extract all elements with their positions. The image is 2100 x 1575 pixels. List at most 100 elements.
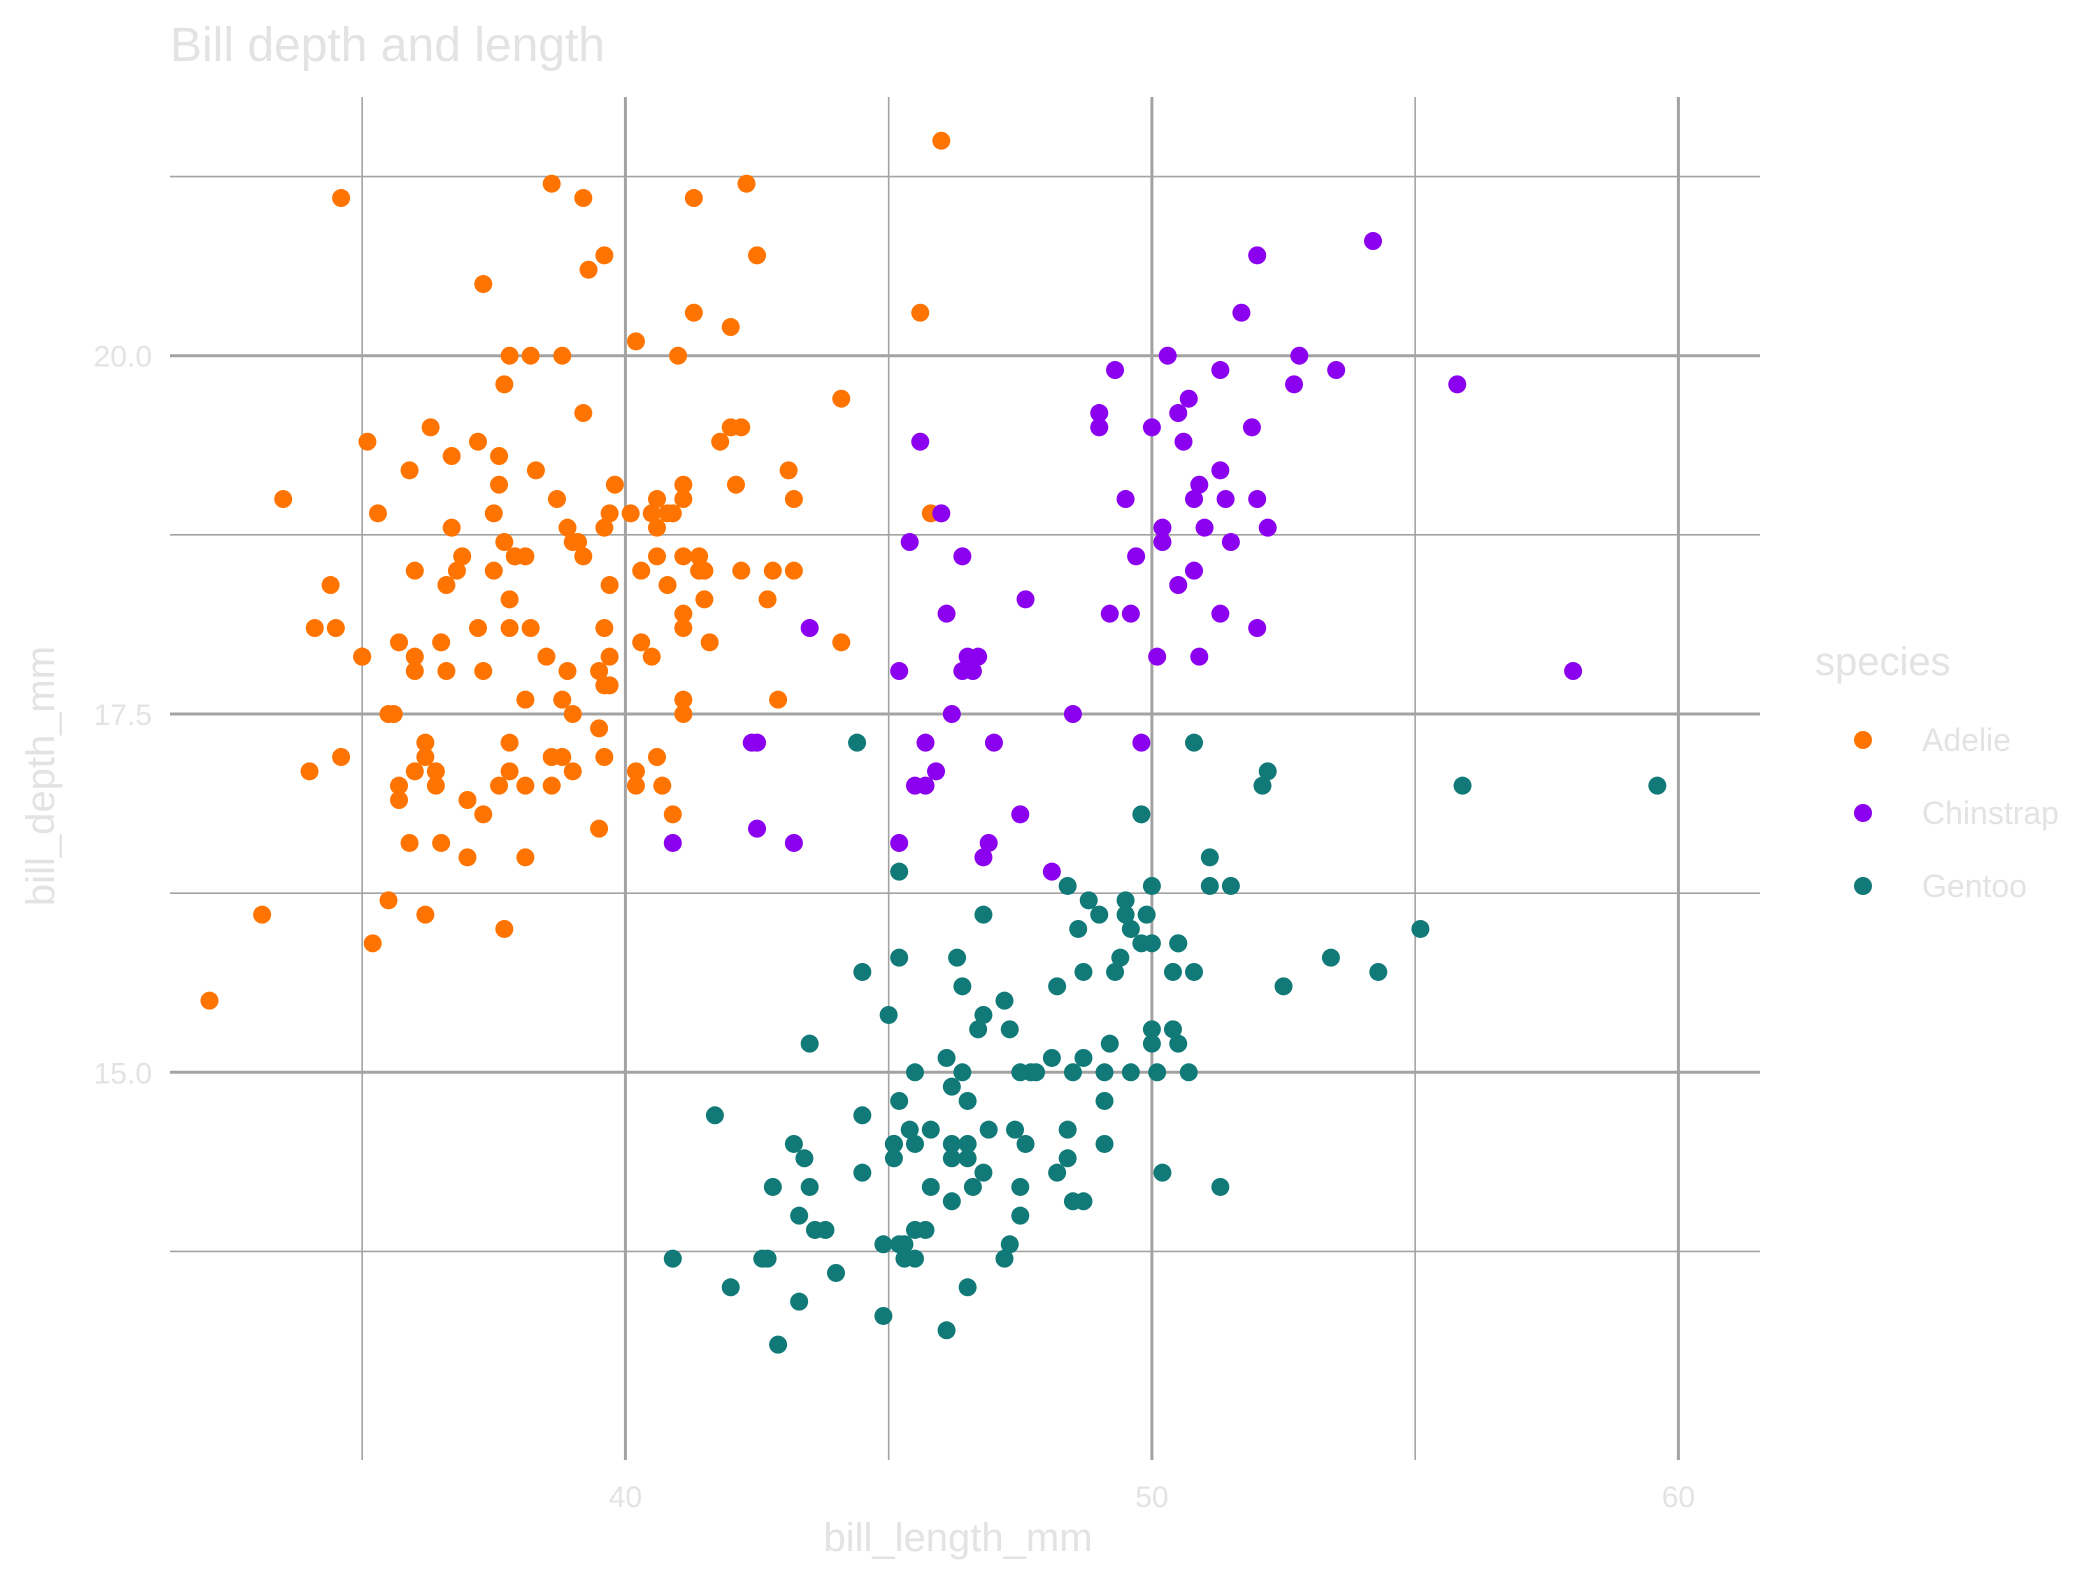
data-point bbox=[784, 1134, 803, 1153]
data-point bbox=[1095, 1063, 1114, 1082]
data-point bbox=[1274, 977, 1293, 996]
data-point bbox=[1148, 1063, 1167, 1082]
data-point bbox=[1074, 962, 1093, 981]
data-point bbox=[500, 590, 519, 609]
data-point bbox=[816, 1220, 835, 1239]
data-point bbox=[1011, 1063, 1030, 1082]
data-point bbox=[1153, 518, 1172, 537]
data-point bbox=[1179, 389, 1198, 408]
data-point bbox=[1190, 647, 1209, 666]
data-point bbox=[1321, 948, 1340, 967]
data-point bbox=[1137, 905, 1156, 924]
data-point bbox=[705, 1106, 724, 1125]
data-point bbox=[1127, 547, 1146, 566]
data-point bbox=[748, 819, 767, 838]
data-point bbox=[648, 518, 667, 537]
data-point bbox=[542, 748, 561, 767]
data-point bbox=[1116, 905, 1135, 924]
data-point bbox=[853, 1106, 872, 1125]
data-point bbox=[800, 1177, 819, 1196]
data-point bbox=[1648, 776, 1667, 795]
data-point bbox=[600, 647, 619, 666]
legend-label: Chinstrap bbox=[1922, 795, 2059, 831]
data-point bbox=[1090, 418, 1109, 437]
data-point bbox=[905, 1134, 924, 1153]
legend-title: species bbox=[1815, 640, 1951, 684]
data-point bbox=[690, 547, 709, 566]
data-point bbox=[790, 1292, 809, 1311]
data-point bbox=[711, 432, 730, 451]
data-point bbox=[1453, 776, 1472, 795]
data-point bbox=[500, 762, 519, 781]
data-point bbox=[563, 533, 582, 552]
data-point bbox=[648, 748, 667, 767]
data-point bbox=[495, 375, 514, 394]
data-point bbox=[574, 189, 593, 208]
data-point bbox=[1242, 418, 1261, 437]
data-point bbox=[1248, 490, 1267, 509]
data-point bbox=[468, 619, 487, 638]
data-point bbox=[832, 389, 851, 408]
x-tick-label: 50 bbox=[1135, 1481, 1168, 1514]
data-point bbox=[447, 561, 466, 580]
data-point bbox=[490, 475, 509, 494]
data-point bbox=[574, 547, 593, 566]
data-point bbox=[474, 275, 493, 294]
data-point bbox=[1232, 303, 1251, 322]
data-point bbox=[1185, 561, 1204, 580]
data-point bbox=[1121, 1063, 1140, 1082]
data-point bbox=[1063, 1063, 1082, 1082]
data-point bbox=[590, 819, 609, 838]
data-point bbox=[890, 862, 909, 881]
data-point bbox=[553, 346, 572, 365]
series-adelie bbox=[200, 131, 951, 1010]
data-point bbox=[684, 189, 703, 208]
data-point bbox=[379, 891, 398, 910]
data-point bbox=[790, 1206, 809, 1225]
data-point bbox=[474, 662, 493, 681]
data-point bbox=[368, 504, 387, 523]
data-point bbox=[1185, 733, 1204, 752]
legend-item-gentoo: Gentoo bbox=[1854, 868, 2027, 904]
data-point bbox=[521, 619, 540, 638]
data-point bbox=[1042, 1048, 1061, 1067]
data-point bbox=[542, 174, 561, 193]
data-point bbox=[626, 332, 645, 351]
x-tick-label: 60 bbox=[1662, 1481, 1695, 1514]
grid bbox=[170, 97, 1760, 1460]
data-point bbox=[516, 848, 535, 867]
data-point bbox=[405, 647, 424, 666]
data-point bbox=[1016, 590, 1035, 609]
data-point bbox=[890, 1091, 909, 1110]
data-point bbox=[890, 948, 909, 967]
data-point bbox=[1153, 1163, 1172, 1182]
data-point bbox=[848, 733, 867, 752]
data-point bbox=[700, 633, 719, 652]
data-point bbox=[1195, 518, 1214, 537]
data-point bbox=[595, 619, 614, 638]
data-point bbox=[1169, 404, 1188, 423]
data-point bbox=[416, 905, 435, 924]
data-point bbox=[695, 590, 714, 609]
data-point bbox=[579, 260, 598, 279]
data-point bbox=[974, 905, 993, 924]
data-point bbox=[363, 934, 382, 953]
data-point bbox=[890, 1235, 909, 1254]
data-point bbox=[763, 1177, 782, 1196]
data-point bbox=[932, 504, 951, 523]
data-point bbox=[590, 662, 609, 681]
data-point bbox=[390, 790, 409, 809]
data-point bbox=[995, 991, 1014, 1010]
data-point bbox=[490, 776, 509, 795]
data-point bbox=[442, 447, 461, 466]
data-point bbox=[1169, 1034, 1188, 1053]
data-point bbox=[1174, 432, 1193, 451]
data-point bbox=[963, 1177, 982, 1196]
data-point bbox=[200, 991, 219, 1010]
data-point bbox=[1185, 490, 1204, 509]
data-point bbox=[674, 490, 693, 509]
data-point bbox=[979, 833, 998, 852]
data-point bbox=[274, 490, 293, 509]
data-point bbox=[721, 318, 740, 337]
data-point bbox=[1211, 361, 1230, 380]
